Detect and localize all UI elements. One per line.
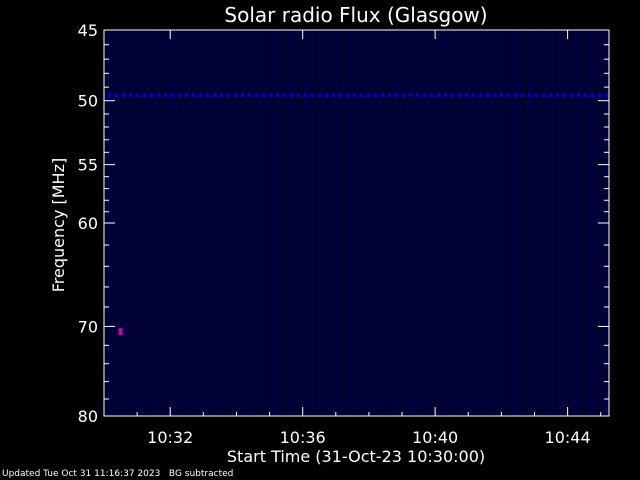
band-segment xyxy=(563,93,566,98)
band-segment xyxy=(346,93,349,98)
x-axis-ticks: 10:32 10:36 10:40 10:44 xyxy=(136,30,602,447)
band-segment xyxy=(430,93,433,98)
band-segment xyxy=(577,93,580,98)
burst-marker xyxy=(118,328,123,336)
band-segment xyxy=(388,93,391,98)
band-segment xyxy=(192,93,195,98)
x-axis-label: Start Time (31-Oct-23 10:30:00) xyxy=(227,447,485,466)
band-segment xyxy=(318,93,321,98)
band-segment xyxy=(164,93,167,98)
band-segment xyxy=(395,93,398,98)
updated-text: Updated Tue Oct 31 11:16:37 2023 xyxy=(2,469,161,479)
band-segment xyxy=(143,93,146,98)
band-segment xyxy=(304,93,307,98)
band-segment xyxy=(220,93,223,98)
band-segment xyxy=(507,93,510,98)
band-segment xyxy=(283,93,286,98)
band-segment xyxy=(178,93,181,98)
band-segment xyxy=(500,93,503,98)
x-tick-label: 10:40 xyxy=(412,428,458,447)
band-segment xyxy=(556,93,559,98)
band-segment xyxy=(136,93,139,98)
y-tick-label: 50 xyxy=(78,92,98,111)
band-segment xyxy=(374,93,377,98)
band-segment xyxy=(360,93,363,98)
band-segment xyxy=(185,93,188,98)
band-segment xyxy=(598,93,601,98)
band-segment xyxy=(213,93,216,98)
band-segment xyxy=(206,93,209,98)
band-segment xyxy=(570,93,573,98)
band-segment xyxy=(150,93,153,98)
band-segment xyxy=(521,93,524,98)
band-segment xyxy=(122,93,125,98)
band-segment xyxy=(234,93,237,98)
band-segment xyxy=(528,93,531,98)
band-segment xyxy=(409,93,412,98)
interference-band xyxy=(108,93,608,98)
band-segment xyxy=(129,93,132,98)
y-axis-ticks: 45 50 55 60 70 80 xyxy=(78,21,609,426)
band-segment xyxy=(367,93,370,98)
band-segment xyxy=(605,93,608,98)
band-segment xyxy=(108,93,111,98)
band-segment xyxy=(542,93,545,98)
band-segment xyxy=(486,93,489,98)
y-axis-label: Frequency [MHz] xyxy=(49,158,68,292)
x-tick-label: 10:44 xyxy=(545,428,591,447)
band-segment xyxy=(493,93,496,98)
y-tick-label: 70 xyxy=(78,317,98,336)
band-segment xyxy=(437,93,440,98)
chart-title: Solar radio Flux (Glasgow) xyxy=(224,3,487,27)
band-segment xyxy=(514,93,517,98)
y-tick-label: 45 xyxy=(78,21,98,40)
band-segment xyxy=(290,93,293,98)
band-segment xyxy=(479,93,482,98)
band-segment xyxy=(423,93,426,98)
band-segment xyxy=(451,93,454,98)
x-tick-label: 10:36 xyxy=(280,428,326,447)
band-segment xyxy=(241,93,244,98)
band-segment xyxy=(276,93,279,98)
band-segment xyxy=(171,93,174,98)
band-segment xyxy=(115,93,118,98)
y-tick-label: 80 xyxy=(78,407,98,426)
band-segment xyxy=(402,93,405,98)
band-segment xyxy=(248,93,251,98)
band-segment xyxy=(325,93,328,98)
burst-point xyxy=(118,328,123,336)
band-segment xyxy=(465,93,468,98)
bg-note: BG subtracted xyxy=(168,469,234,479)
band-segment xyxy=(353,93,356,98)
band-segment xyxy=(591,93,594,98)
band-segment xyxy=(297,93,300,98)
band-segment xyxy=(458,93,461,98)
band-segment xyxy=(227,93,230,98)
x-tick-label: 10:32 xyxy=(147,428,193,447)
footer-status: Updated Tue Oct 31 11:16:37 2023 BG subt… xyxy=(2,469,233,479)
band-segment xyxy=(381,93,384,98)
band-segment xyxy=(332,93,335,98)
band-segment xyxy=(444,93,447,98)
band-segment xyxy=(472,93,475,98)
band-segment xyxy=(199,93,202,98)
y-tick-label: 60 xyxy=(78,214,98,233)
band-segment xyxy=(255,93,258,98)
band-segment xyxy=(549,93,552,98)
band-segment xyxy=(584,93,587,98)
plot-area xyxy=(104,30,609,416)
band-segment xyxy=(262,93,265,98)
band-segment xyxy=(157,93,160,98)
band-segment xyxy=(269,93,272,98)
band-segment xyxy=(311,93,314,98)
band-segment xyxy=(416,93,419,98)
band-segment xyxy=(535,93,538,98)
band-segment xyxy=(339,93,342,98)
y-tick-label: 55 xyxy=(78,156,98,175)
